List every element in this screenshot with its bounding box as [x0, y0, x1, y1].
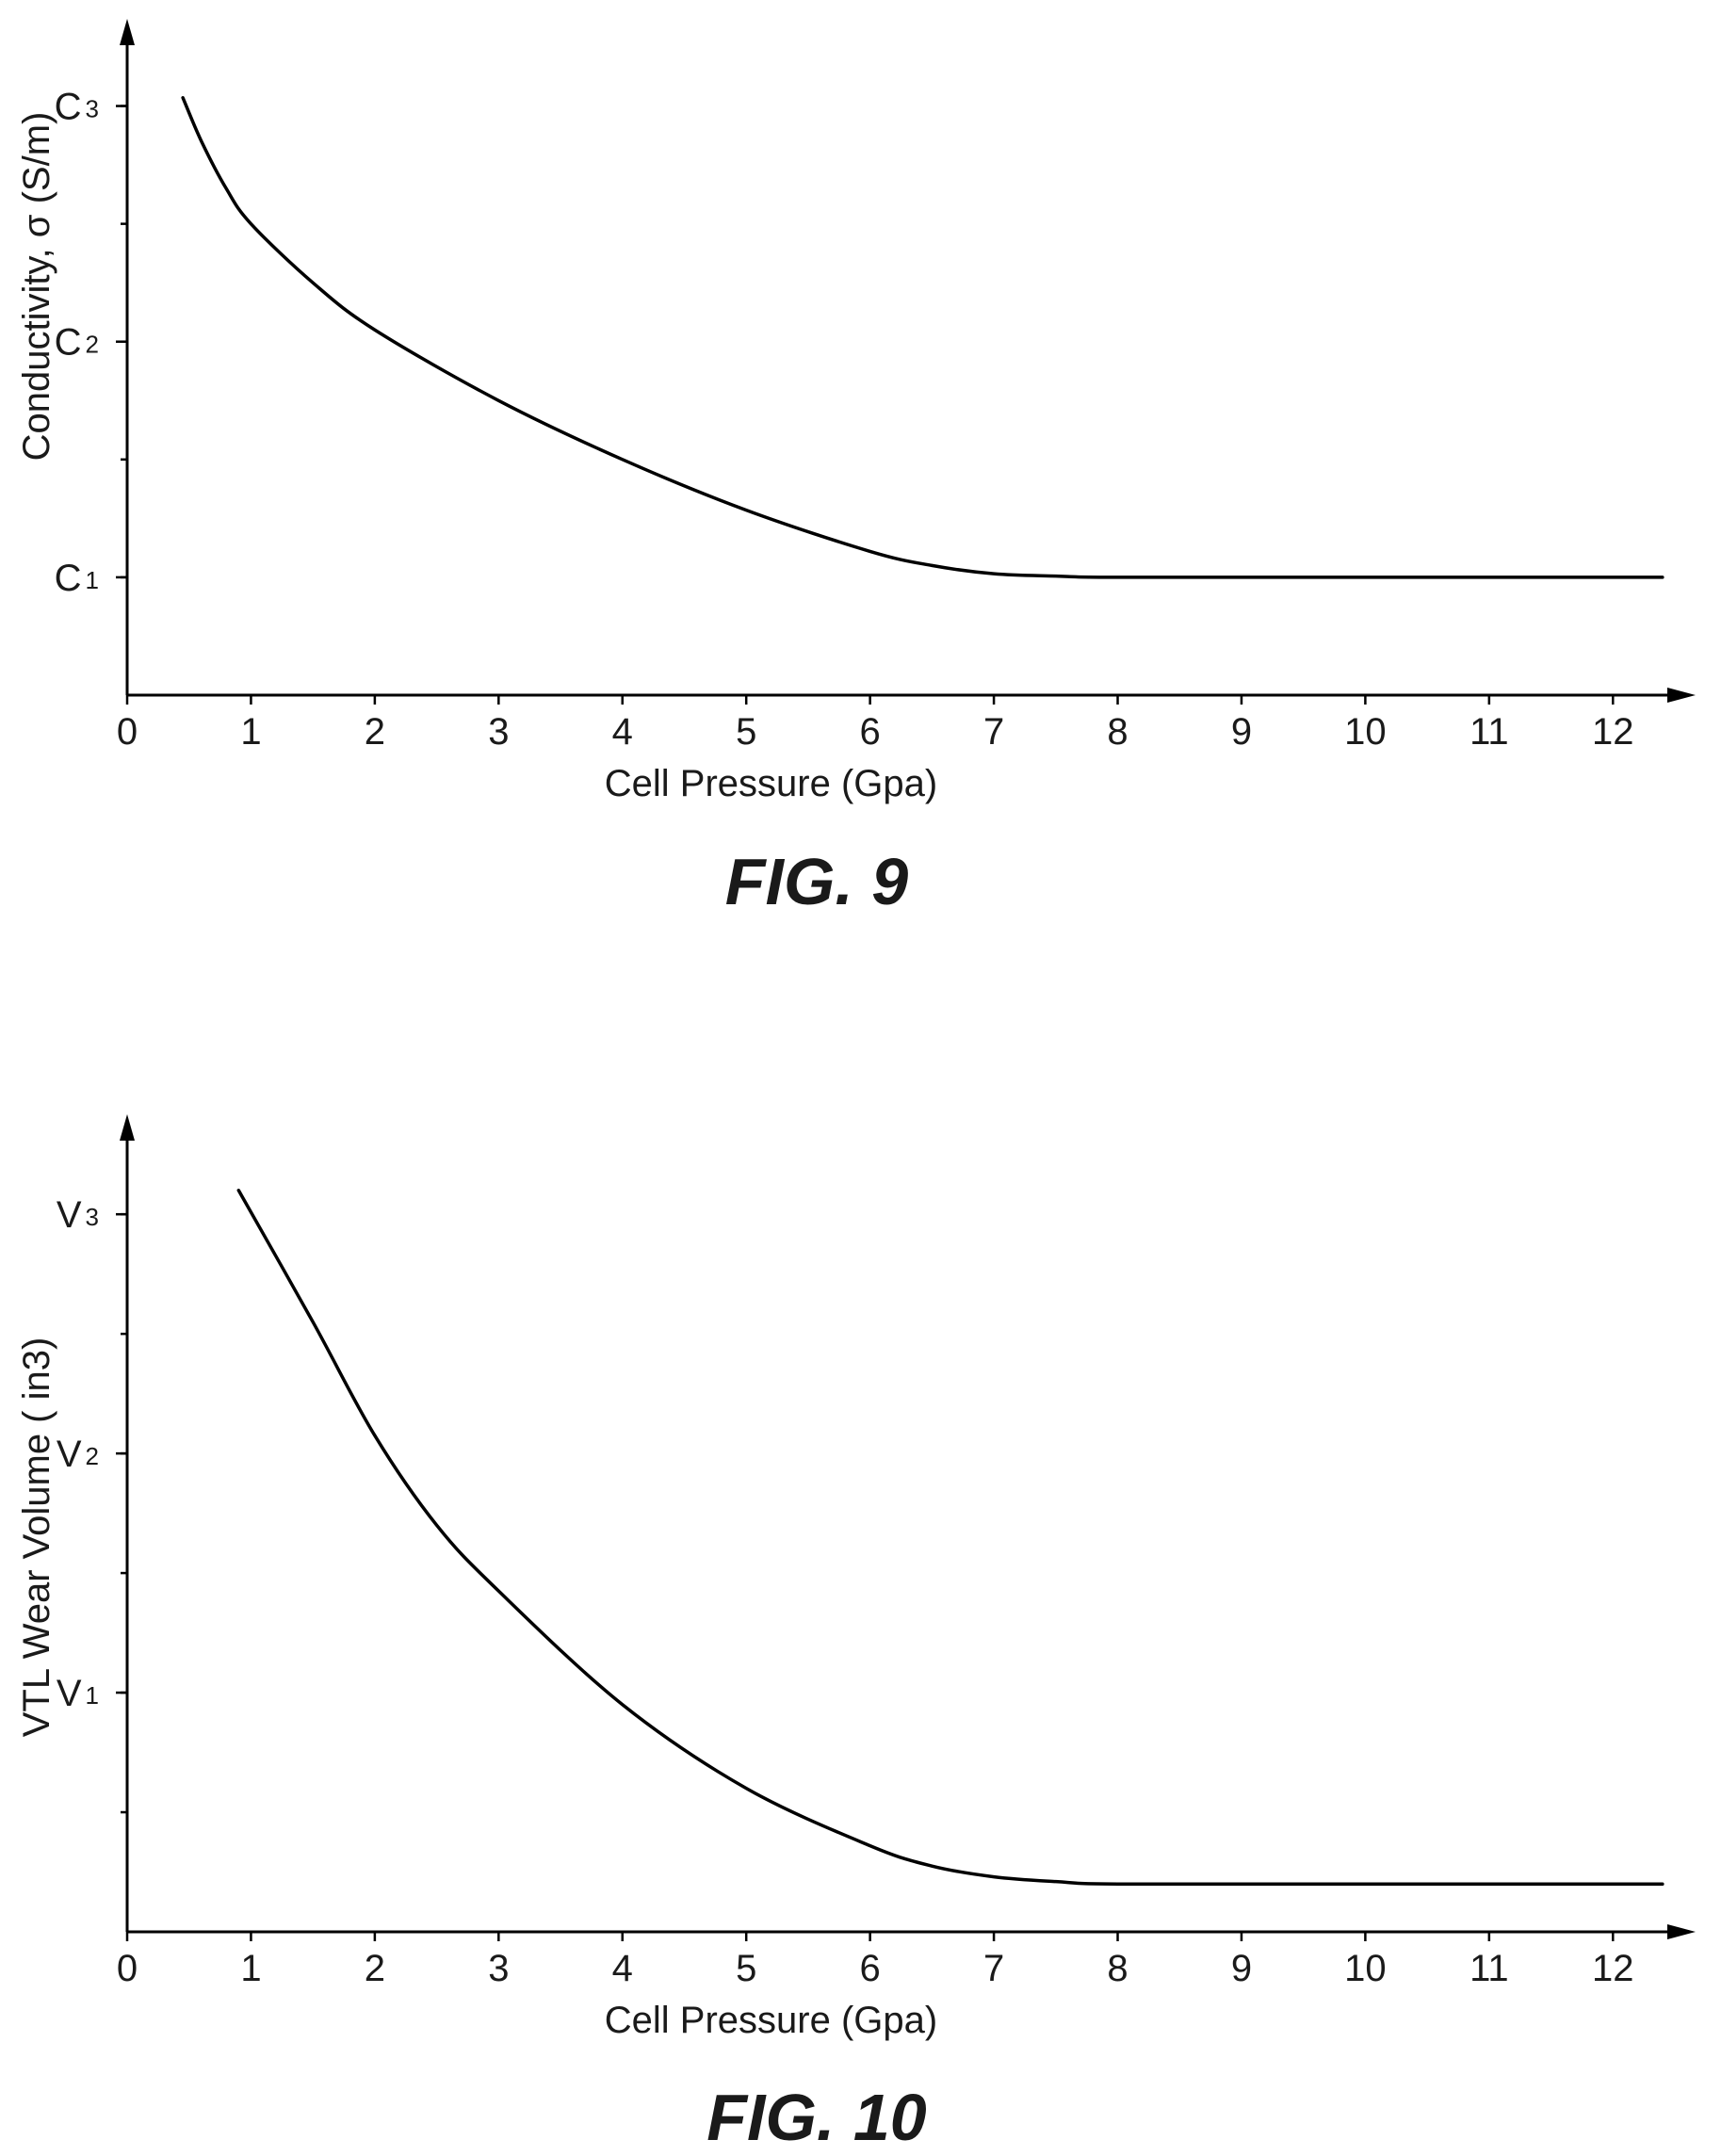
x-tick-label: 3 — [488, 711, 509, 753]
y-tick-label-sub: 2 — [86, 331, 99, 359]
x-tick-label: 11 — [1469, 711, 1509, 753]
y-tick-label-sub: 3 — [86, 1203, 99, 1231]
x-tick-label: 4 — [612, 1948, 633, 1989]
y-tick-label-sub: 1 — [86, 566, 99, 594]
x-tick-label: 1 — [240, 1948, 261, 1989]
x-axis-arrow — [1667, 688, 1696, 703]
x-tick-label: 8 — [1107, 1948, 1128, 1989]
y-tick-label-base: C — [55, 322, 82, 364]
y-axis-arrow — [120, 19, 135, 45]
x-axis-label: Cell Pressure (Gpa) — [605, 763, 937, 804]
y-tick-label-base: V — [57, 1673, 82, 1714]
y-axis-label: Conductivity, σ (S/m) — [16, 112, 57, 462]
y-tick-label-sub: 2 — [86, 1442, 99, 1470]
x-tick-label: 6 — [860, 711, 881, 753]
x-tick-label: 6 — [860, 1948, 881, 1989]
x-tick-label: 2 — [365, 1948, 385, 1989]
x-tick-label: 11 — [1469, 1948, 1509, 1989]
x-tick-label: 3 — [488, 1948, 509, 1989]
x-tick-label: 10 — [1344, 711, 1387, 753]
series-line — [236, 1189, 1664, 1887]
y-tick-label-base: C — [55, 558, 82, 599]
x-tick-label: 2 — [365, 711, 385, 753]
x-tick-label: 9 — [1231, 711, 1252, 753]
x-axis-label: Cell Pressure (Gpa) — [605, 2000, 937, 2041]
x-tick-label: 5 — [736, 711, 756, 753]
x-tick-label: 7 — [983, 711, 1004, 753]
x-tick-label: 9 — [1231, 1948, 1252, 1989]
y-tick-label-sub: 1 — [86, 1681, 99, 1710]
figure-caption: FIG. 9 — [725, 845, 909, 918]
series-line — [181, 96, 1664, 579]
x-tick-label: 0 — [117, 711, 138, 753]
x-axis-arrow — [1667, 1924, 1696, 1939]
x-tick-label: 12 — [1592, 711, 1634, 753]
y-axis-label: VTL Wear Volume ( in3) — [16, 1337, 57, 1738]
x-tick-label: 0 — [117, 1948, 138, 1989]
x-tick-label: 7 — [983, 1948, 1004, 1989]
x-tick-label: 5 — [736, 1948, 756, 1989]
x-tick-label: 1 — [240, 711, 261, 753]
y-axis-arrow — [120, 1114, 135, 1141]
x-tick-label: 12 — [1592, 1948, 1634, 1989]
x-tick-label: 8 — [1107, 711, 1128, 753]
y-tick-label-base: V — [57, 1194, 82, 1236]
y-tick-label-sub: 3 — [86, 95, 99, 123]
x-tick-label: 4 — [612, 711, 633, 753]
y-tick-label-base: V — [57, 1434, 82, 1475]
y-tick-label-base: C — [55, 87, 82, 128]
x-tick-label: 10 — [1344, 1948, 1387, 1989]
figure-caption: FIG. 10 — [706, 2081, 926, 2154]
